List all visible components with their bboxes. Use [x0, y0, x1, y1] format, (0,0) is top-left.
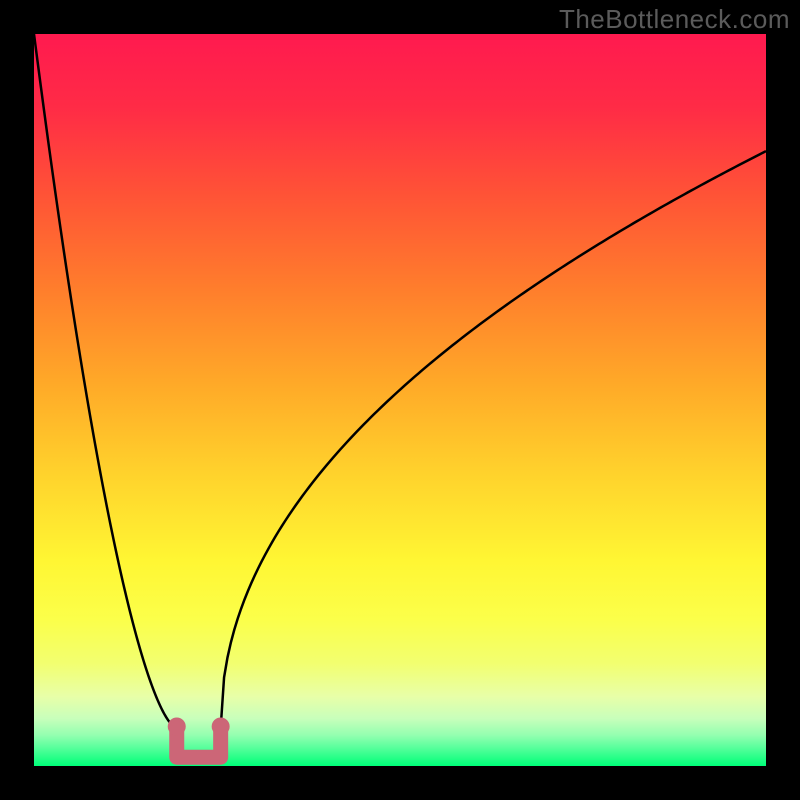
chart-stage: TheBottleneck.com	[0, 0, 800, 800]
optimal-dot-left	[168, 717, 186, 735]
plot-background	[34, 34, 766, 766]
optimal-dot-right	[212, 717, 230, 735]
watermark-text: TheBottleneck.com	[559, 4, 790, 35]
bottleneck-chart	[0, 0, 800, 800]
